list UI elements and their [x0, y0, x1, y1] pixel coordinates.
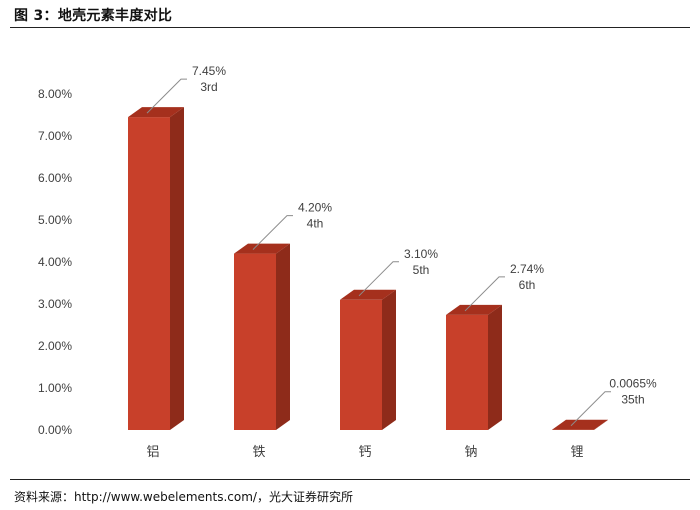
- bar-top: [234, 243, 290, 254]
- bar-chart: 0.00% 1.00% 2.00% 3.00% 4.00% 5.00% 6.00% 7.00%…: [38, 64, 657, 460]
- y-tick-label: 4.00%: [38, 255, 72, 269]
- y-tick-label: 1.00%: [38, 381, 72, 395]
- bar-side: [594, 419, 608, 430]
- data-label-rank: 6th: [519, 278, 536, 292]
- data-label-rank: 4th: [307, 217, 324, 231]
- title-rule: [10, 27, 690, 28]
- category-label: 钠: [464, 445, 477, 460]
- figure-title: 图 3：地壳元素丰度对比: [14, 8, 173, 24]
- data-label-rank: 35th: [621, 393, 644, 407]
- leader-line: [252, 215, 293, 250]
- bar-top: [340, 289, 396, 300]
- data-label-rank: 5th: [413, 263, 430, 277]
- bar-side: [170, 107, 184, 430]
- y-tick-label: 0.00%: [38, 423, 72, 437]
- bar: [128, 117, 170, 430]
- category-label: 钙: [358, 445, 371, 460]
- bar-side: [488, 304, 502, 430]
- bar-side: [382, 289, 396, 430]
- category-label: 锂: [570, 445, 583, 460]
- data-label-value: 4.20%: [298, 201, 332, 215]
- y-tick-label: 7.00%: [38, 129, 72, 143]
- bar: [446, 314, 488, 430]
- data-label-value: 7.45%: [192, 64, 226, 78]
- bar-top: [128, 107, 184, 118]
- leader-line: [358, 261, 399, 297]
- bar: [340, 299, 382, 430]
- y-tick-label: 5.00%: [38, 213, 72, 227]
- y-tick-label: 8.00%: [38, 87, 72, 101]
- bar-top: [552, 419, 608, 430]
- category-label: 铁: [252, 445, 265, 460]
- data-label-value: 3.10%: [404, 247, 438, 261]
- bar-top: [446, 304, 502, 315]
- y-tick-label: 6.00%: [38, 171, 72, 185]
- bar: [234, 253, 276, 430]
- category-label: 铝: [146, 445, 159, 460]
- data-label-rank: 3rd: [200, 80, 217, 94]
- leader-line: [146, 78, 187, 114]
- y-tick-label: 3.00%: [38, 297, 72, 311]
- data-label-value: 2.74%: [510, 262, 544, 276]
- leader-line: [570, 391, 611, 427]
- y-tick-label: 2.00%: [38, 339, 72, 353]
- source-rule: [10, 479, 690, 480]
- data-label-value: 0.0065%: [609, 377, 657, 391]
- source-note: 资料来源：http://www.webelements.com/，光大证券研究所: [14, 490, 353, 504]
- leader-line: [464, 276, 505, 312]
- bar-side: [276, 243, 290, 430]
